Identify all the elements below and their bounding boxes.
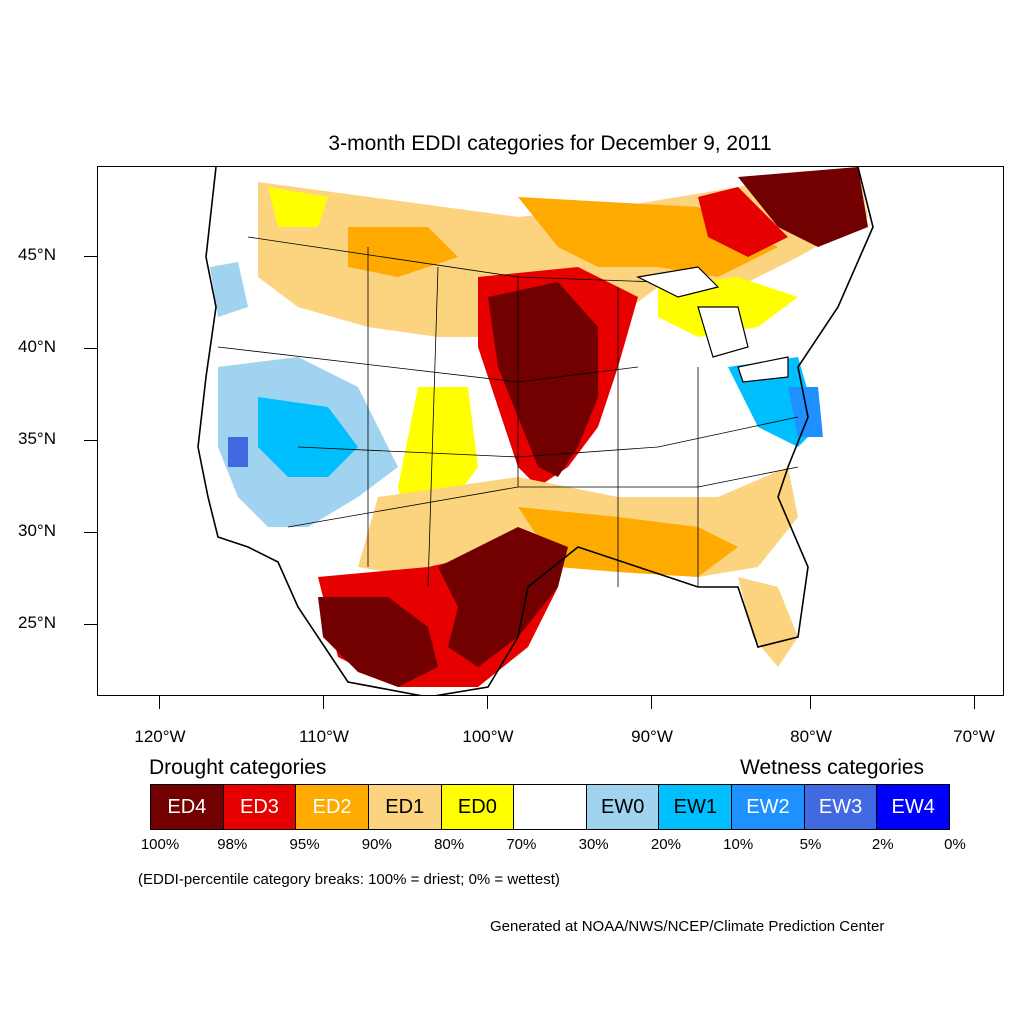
percentile-label: 95%: [289, 836, 320, 853]
legend-box-neutral: [514, 785, 587, 829]
region-ew0-northwest: [210, 262, 248, 317]
drought-heading: Drought categories: [149, 756, 327, 779]
percentile-label: 30%: [578, 836, 609, 853]
region-ed2-south: [518, 507, 738, 577]
region-ed4-midwest: [488, 282, 598, 477]
region-ed3-northeast: [698, 187, 788, 257]
legend-box-ed2: ED2: [296, 785, 369, 829]
lat-label: 35°N: [18, 429, 56, 448]
lon-label: 100°W: [462, 727, 514, 746]
lon-label: 90°W: [631, 727, 673, 746]
lon-tick-70: [974, 696, 975, 709]
eddi-map: [97, 166, 1004, 696]
region-ew1-west: [258, 397, 358, 477]
lon-tick-90: [651, 696, 652, 709]
map-title: 3-month EDDI categories for December 9, …: [328, 132, 772, 155]
lon-label: 70°W: [953, 727, 995, 746]
category-note: (EDDI-percentile category breaks: 100% =…: [138, 871, 560, 888]
region-ed2-plains: [348, 227, 458, 277]
legend-box-ew4: EW4: [877, 785, 950, 829]
lon-label: 120°W: [134, 727, 186, 746]
lat-label: 25°N: [18, 613, 56, 632]
lat-tick-45: [84, 256, 97, 257]
legend-box-ed3: ED3: [223, 785, 297, 829]
legend-box-ew2: EW2: [732, 785, 805, 829]
legend-box-ew3: EW3: [804, 785, 878, 829]
region-ew3-nevada: [228, 437, 248, 467]
lon-tick-120: [159, 696, 160, 709]
percentile-label: 80%: [434, 836, 465, 853]
legend-box-ew1: EW1: [659, 785, 733, 829]
region-ed1-florida: [738, 577, 798, 667]
region-ew2-east: [788, 387, 823, 437]
percentile-label: 90%: [361, 836, 392, 853]
lat-label: 30°N: [18, 521, 56, 540]
percentile-label: 100%: [140, 836, 180, 853]
legend-colorbar: ED4 ED3 ED2 ED1 ED0 EW0 EW1 EW2 EW3 EW4: [150, 784, 950, 830]
lon-label: 110°W: [299, 727, 349, 746]
legend-box-ed4: ED4: [151, 785, 224, 829]
percentile-label: 10%: [723, 836, 754, 853]
lon-tick-100: [487, 696, 488, 709]
percentile-label: 0%: [944, 836, 966, 853]
lon-tick-80: [810, 696, 811, 709]
region-ed4-northeast: [738, 167, 868, 247]
percentile-label: 70%: [506, 836, 537, 853]
percentile-label: 20%: [650, 836, 681, 853]
lon-tick-110: [323, 696, 324, 709]
lat-label: 45°N: [18, 245, 56, 264]
lat-tick-35: [84, 440, 97, 441]
legend-box-ed0: ED0: [441, 785, 515, 829]
legend-box-ew0: EW0: [586, 785, 660, 829]
lat-tick-25: [84, 624, 97, 625]
great-lakes: [636, 266, 789, 383]
wetness-heading: Wetness categories: [740, 756, 925, 779]
coastline: [197, 167, 874, 695]
region-ed4-texas-east: [438, 527, 568, 667]
lon-label: 80°W: [790, 727, 832, 746]
legend-box-ed1: ED1: [368, 785, 442, 829]
state-borders: [217, 236, 799, 588]
region-ed4-texas: [318, 597, 438, 687]
percentile-label: 2%: [871, 836, 894, 853]
percentile-label: 98%: [217, 836, 248, 853]
lat-tick-30: [84, 532, 97, 533]
map-canvas: [197, 167, 874, 695]
credit-text: Generated at NOAA/NWS/NCEP/Climate Predi…: [490, 918, 885, 935]
lat-label: 40°N: [18, 337, 56, 356]
region-ed0-northwest: [268, 187, 328, 227]
percentile-label: 5%: [799, 836, 822, 853]
lat-tick-40: [84, 348, 97, 349]
